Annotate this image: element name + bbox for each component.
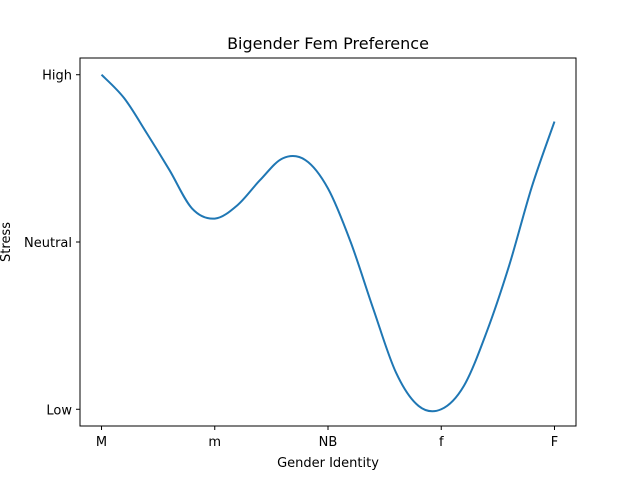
x-tick-label: M	[96, 435, 107, 450]
y-axis-label: Stress	[0, 222, 14, 262]
y-axis: Low Neutral High	[24, 69, 80, 418]
series-line	[100, 74, 556, 413]
x-tick-label: F	[551, 435, 558, 450]
x-tick-label: f	[439, 435, 444, 450]
y-tick-label: Low	[46, 403, 72, 418]
chart-title: Bigender Fem Preference	[227, 34, 429, 53]
y-tick-label: High	[42, 69, 72, 84]
x-tick-label: m	[208, 435, 221, 450]
x-tick-label: NB	[319, 435, 338, 450]
axes-frame	[79, 57, 577, 427]
plot-area	[79, 57, 577, 427]
x-axis-label: Gender Identity	[277, 456, 379, 471]
y-tick-label: Neutral	[24, 236, 72, 251]
